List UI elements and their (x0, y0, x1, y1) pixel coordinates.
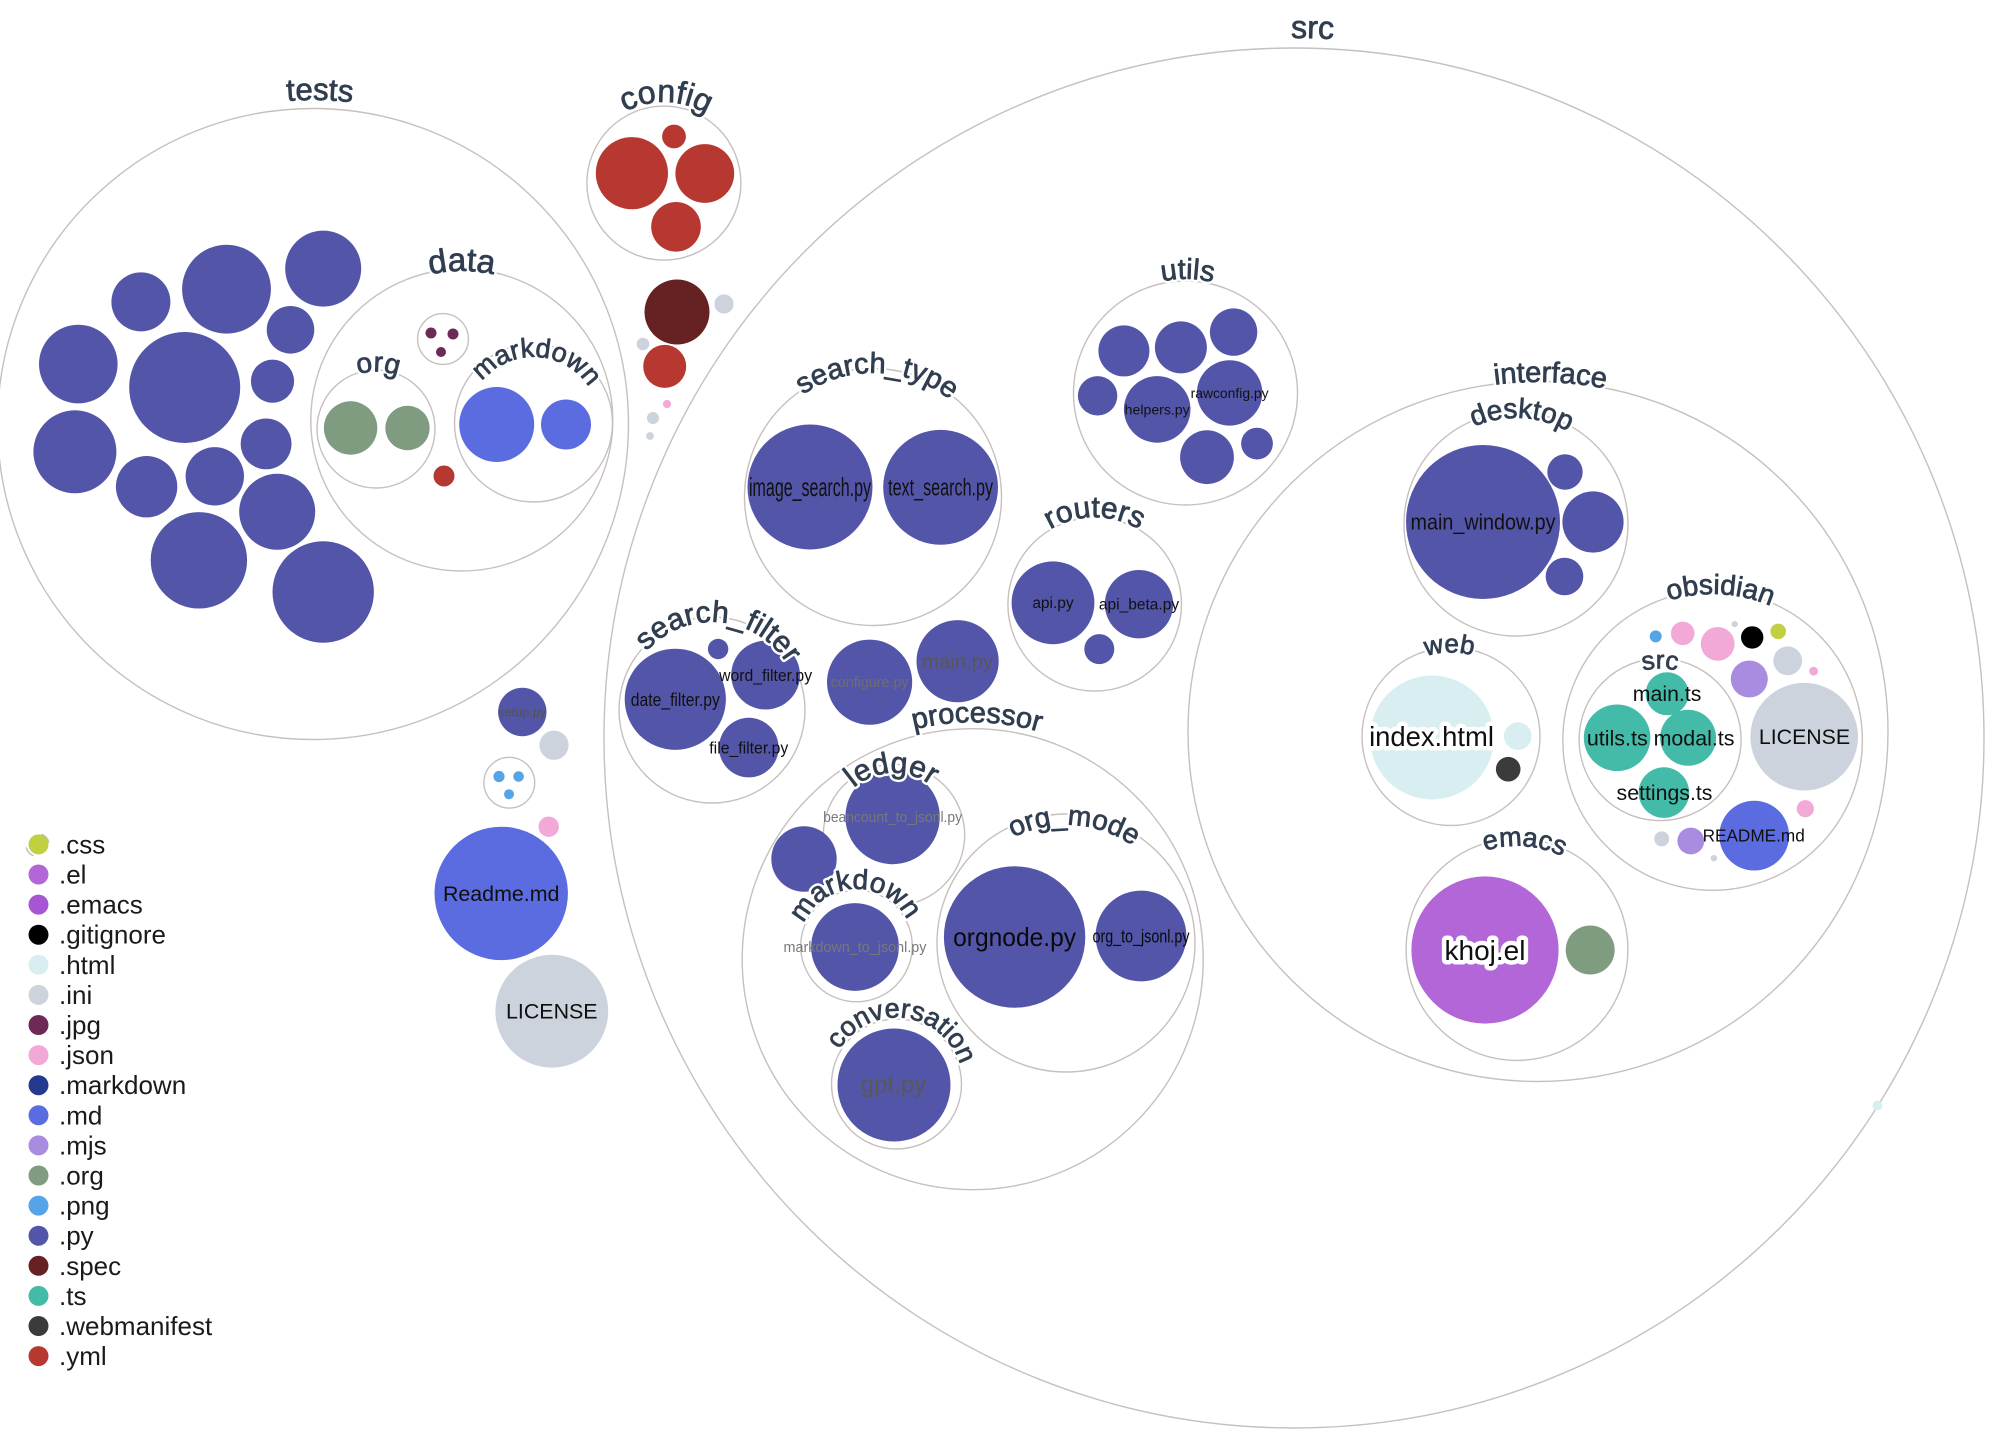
svg-text:.html: .html (59, 950, 115, 980)
svg-text:helpers.py: helpers.py (1125, 401, 1191, 417)
svg-text:file_filter.py: file_filter.py (709, 739, 788, 758)
svg-text:LICENSE: LICENSE (1759, 725, 1850, 749)
svg-text:.webmanifest: .webmanifest (59, 1311, 213, 1341)
svg-text:markdown_to_jsonl.py: markdown_to_jsonl.py (784, 940, 928, 956)
svg-text:main.py: main.py (922, 651, 994, 673)
svg-text:.py: .py (59, 1221, 94, 1251)
svg-text:utils: utils (1158, 254, 1217, 289)
svg-text:LICENSE: LICENSE (506, 1000, 598, 1024)
svg-text:word_filter.py: word_filter.py (718, 666, 812, 685)
svg-text:.gitignore: .gitignore (59, 920, 166, 950)
svg-text:src: src (1291, 9, 1335, 46)
svg-text:rawconfig.py: rawconfig.py (1191, 385, 1269, 401)
svg-text:.jpg: .jpg (59, 1010, 101, 1040)
svg-text:.emacs: .emacs (59, 890, 143, 920)
svg-text:settings.ts: settings.ts (1617, 781, 1713, 805)
svg-text:text_search.py: text_search.py (888, 475, 993, 502)
svg-text:org: org (353, 346, 404, 381)
svg-text:.ts: .ts (59, 1281, 86, 1311)
svg-text:modal.ts: modal.ts (1654, 726, 1735, 750)
svg-text:src: src (1639, 645, 1681, 677)
svg-text:.spec: .spec (59, 1251, 121, 1281)
svg-text:.markdown: .markdown (59, 1070, 186, 1100)
svg-text:org_to_jsonl.py: org_to_jsonl.py (1093, 925, 1191, 947)
svg-text:api.py: api.py (1032, 595, 1074, 612)
svg-text:.yml: .yml (59, 1341, 107, 1371)
svg-text:.el: .el (59, 860, 86, 890)
svg-text:tests: tests (285, 72, 355, 109)
svg-text:main_window.py: main_window.py (1411, 510, 1556, 535)
svg-text:khoj.el: khoj.el (1445, 935, 1526, 966)
svg-text:.css: .css (59, 829, 105, 859)
svg-text:processor: processor (908, 697, 1046, 739)
svg-text:.mjs: .mjs (59, 1130, 107, 1160)
svg-text:data: data (425, 241, 499, 281)
svg-text:setup.py: setup.py (498, 705, 547, 719)
svg-text:Readme.md: Readme.md (443, 882, 560, 906)
svg-text:.md: .md (59, 1100, 102, 1130)
svg-text:.ini: .ini (59, 980, 92, 1010)
svg-text:.png: .png (59, 1191, 110, 1221)
svg-text:README.md: README.md (1703, 826, 1805, 846)
svg-text:orgnode.py: orgnode.py (953, 922, 1076, 952)
svg-text:api_beta.py: api_beta.py (1099, 597, 1179, 614)
svg-text:index.html: index.html (1369, 721, 1494, 752)
svg-text:src: src (1639, 645, 1681, 677)
svg-text:gpt.py: gpt.py (861, 1071, 926, 1098)
svg-text:configure.py: configure.py (831, 675, 910, 691)
svg-text:main.ts: main.ts (1633, 682, 1702, 706)
svg-text:date_filter.py: date_filter.py (631, 689, 721, 711)
svg-text:data: data (425, 241, 499, 281)
svg-text:.json: .json (59, 1040, 114, 1070)
svg-text:web: web (1420, 628, 1477, 661)
svg-text:beancount_to_jsonl.py: beancount_to_jsonl.py (823, 810, 963, 826)
svg-text:.org: .org (59, 1161, 104, 1191)
svg-text:interface: interface (1492, 357, 1610, 395)
svg-text:web: web (1420, 628, 1477, 661)
svg-text:src: src (1291, 9, 1335, 46)
svg-text:utils.ts: utils.ts (1587, 726, 1648, 750)
svg-text:utils: utils (1158, 254, 1217, 289)
svg-text:image_search.py: image_search.py (749, 472, 871, 502)
